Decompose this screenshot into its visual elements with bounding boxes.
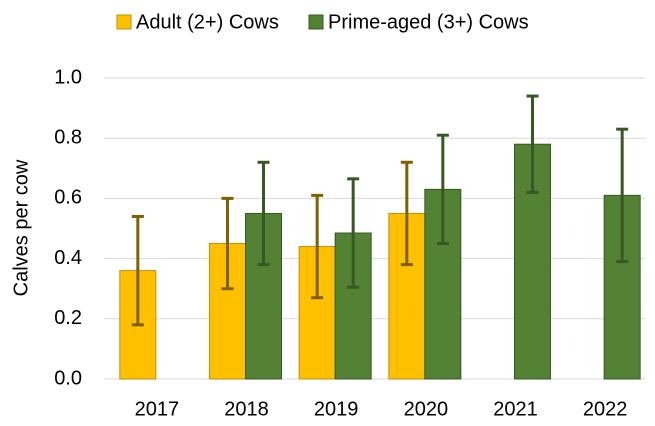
y-tick-label: 0.2 [54,307,82,329]
y-tick-label: 0.6 [54,187,82,209]
x-tick-label: 2022 [583,398,628,420]
x-tick-label: 2019 [314,398,359,420]
x-tick-label: 2018 [224,398,269,420]
error-bar [347,177,360,289]
error-bar [221,196,234,291]
error-bar [436,133,449,246]
y-axis-title: Calves per cow [10,159,32,296]
x-tick-label: 2021 [493,398,538,420]
error-bar [257,160,270,267]
y-tick-label: 0.4 [54,247,82,269]
error-bar [526,94,539,194]
legend-swatch [308,14,324,30]
y-tick-label: 0.0 [54,367,82,389]
error-bar [131,214,144,327]
legend-label: Adult (2+) Cows [136,11,279,33]
x-tick-label: 2017 [135,398,180,420]
legend-swatch [116,14,132,30]
y-tick-label: 1.0 [54,66,82,88]
y-tick-label: 0.8 [54,126,82,148]
legend-label: Prime-aged (3+) Cows [328,11,529,33]
error-bar [400,160,413,267]
x-tick-label: 2020 [404,398,449,420]
error-bar [616,127,629,264]
error-bar [311,193,324,300]
